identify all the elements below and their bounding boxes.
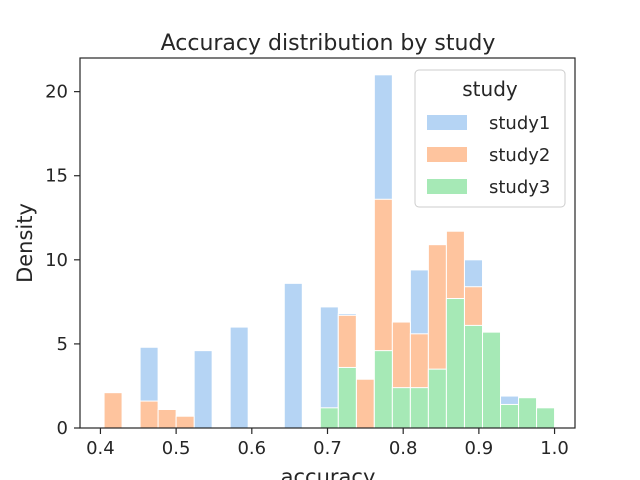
legend: study study1 study2 study3 (414, 69, 566, 208)
x-tick-label: 0.7 (313, 438, 342, 459)
bar-study3 (518, 397, 538, 429)
x-tick-label: 0.5 (162, 438, 191, 459)
x-tick-label: 0.8 (389, 438, 418, 459)
y-tick-label: 0 (57, 418, 68, 439)
x-tick-label: 0.9 (465, 438, 494, 459)
bar-study1 (193, 350, 213, 429)
y-tick-label: 5 (57, 334, 68, 355)
legend-swatch-study2 (427, 147, 467, 162)
legend-swatch-study3 (427, 179, 467, 194)
chart-title: Accuracy distribution by study (161, 31, 496, 56)
bar-study3 (373, 350, 393, 429)
y-tick-label: 20 (45, 82, 68, 103)
legend-label-study2: study2 (489, 145, 550, 166)
x-axis-title: accuracy (281, 465, 376, 480)
y-axis-title: Density (13, 203, 37, 283)
bar-study3 (319, 407, 339, 429)
bars-layer (103, 74, 556, 429)
bar-study1 (229, 326, 249, 429)
legend-label-study3: study3 (489, 177, 550, 198)
y-tick-label: 10 (45, 250, 68, 271)
x-tick-label: 0.6 (237, 438, 266, 459)
bar-study3 (536, 407, 556, 429)
legend-label-study1: study1 (489, 113, 550, 134)
x-axis: 0.4 0.5 0.6 0.7 0.8 0.9 1.0 (86, 428, 569, 459)
x-tick-label: 1.0 (540, 438, 569, 459)
y-tick-label: 15 (45, 166, 68, 187)
bar-study2 (175, 415, 195, 429)
bar-study3 (337, 366, 357, 429)
bar-study2 (157, 409, 177, 429)
legend-title: study (462, 77, 518, 101)
legend-box (414, 69, 566, 208)
bar-study3 (500, 403, 520, 429)
legend-items: study1 study2 study3 (427, 113, 550, 198)
bar-study3 (464, 324, 484, 429)
x-tick-label: 0.4 (86, 438, 115, 459)
bar-study3 (427, 368, 447, 429)
legend-swatch-study1 (427, 115, 467, 130)
bar-study3 (445, 298, 465, 429)
bar-study3 (482, 331, 502, 429)
y-axis: 0 5 10 15 20 (45, 82, 80, 439)
bar-study3 (391, 387, 411, 429)
bar-study2 (103, 392, 123, 429)
bar-study2 (139, 400, 159, 429)
bar-study3 (409, 387, 429, 429)
bar-study1 (283, 282, 303, 429)
bar-study2 (355, 378, 375, 429)
